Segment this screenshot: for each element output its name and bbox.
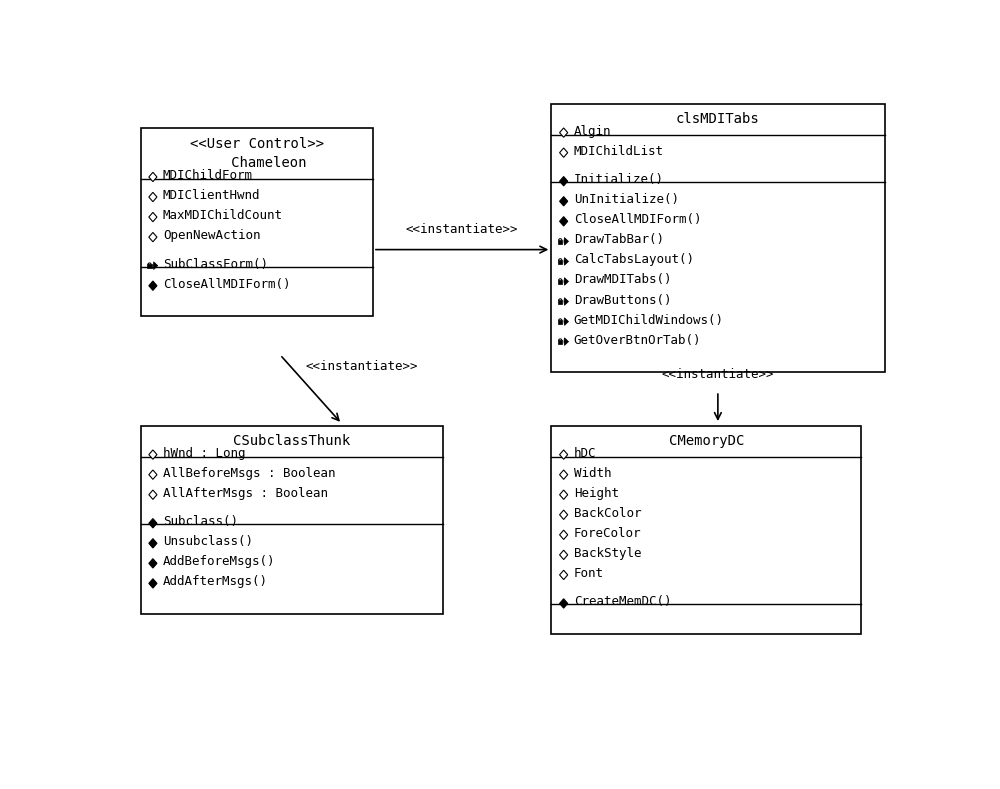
Text: BackStyle: BackStyle [574, 547, 641, 560]
Polygon shape [564, 318, 569, 325]
Polygon shape [564, 297, 569, 305]
Polygon shape [149, 281, 157, 290]
Text: CSubclassThunk: CSubclassThunk [233, 434, 350, 448]
Text: OpenNewAction: OpenNewAction [163, 229, 260, 242]
Text: DrawButtons(): DrawButtons() [574, 294, 671, 306]
Text: ForeColor: ForeColor [574, 527, 641, 540]
FancyBboxPatch shape [558, 260, 562, 264]
Polygon shape [560, 570, 568, 580]
Polygon shape [560, 490, 568, 499]
Text: BackColor: BackColor [574, 507, 641, 520]
Text: CloseAllMDIForm(): CloseAllMDIForm() [574, 213, 701, 226]
Polygon shape [560, 217, 568, 226]
Text: <<instantiate>>: <<instantiate>> [406, 222, 518, 236]
Polygon shape [560, 599, 568, 608]
Text: AddBeforeMsgs(): AddBeforeMsgs() [163, 555, 275, 568]
Text: Unsubclass(): Unsubclass() [163, 535, 253, 548]
Text: CloseAllMDIForm(): CloseAllMDIForm() [163, 278, 290, 290]
FancyBboxPatch shape [140, 426, 443, 614]
FancyBboxPatch shape [558, 240, 562, 244]
Polygon shape [149, 212, 157, 222]
Text: clsMDITabs: clsMDITabs [676, 112, 760, 126]
Text: CreateMemDC(): CreateMemDC() [574, 596, 671, 608]
Polygon shape [560, 148, 568, 157]
FancyBboxPatch shape [558, 301, 562, 304]
Text: GetOverBtnOrTab(): GetOverBtnOrTab() [574, 334, 701, 346]
FancyBboxPatch shape [558, 320, 562, 324]
Polygon shape [149, 490, 157, 499]
Text: <<User Control>>
   Chameleon: <<User Control>> Chameleon [190, 136, 324, 170]
Text: MDIChildForm: MDIChildForm [163, 169, 253, 182]
Polygon shape [560, 510, 568, 519]
Polygon shape [149, 559, 157, 568]
Text: CalcTabsLayout(): CalcTabsLayout() [574, 253, 694, 267]
Polygon shape [149, 450, 157, 459]
Polygon shape [564, 278, 569, 286]
FancyBboxPatch shape [558, 280, 562, 284]
Polygon shape [149, 470, 157, 480]
Polygon shape [564, 237, 569, 245]
Text: MaxMDIChildCount: MaxMDIChildCount [163, 209, 283, 222]
Polygon shape [560, 128, 568, 137]
Text: UnInitialize(): UnInitialize() [574, 193, 679, 206]
FancyBboxPatch shape [147, 264, 152, 268]
Polygon shape [560, 450, 568, 459]
Text: Height: Height [574, 487, 619, 499]
Polygon shape [149, 233, 157, 241]
Polygon shape [560, 177, 568, 186]
Text: CMemoryDC: CMemoryDC [669, 434, 744, 448]
Text: <<instantiate>>: <<instantiate>> [662, 368, 774, 381]
FancyBboxPatch shape [558, 340, 562, 344]
Polygon shape [149, 193, 157, 202]
Polygon shape [153, 262, 158, 270]
Polygon shape [149, 539, 157, 548]
Text: <<instantiate>>: <<instantiate>> [305, 360, 418, 373]
Text: Width: Width [574, 466, 611, 480]
Polygon shape [149, 578, 157, 588]
Text: GetMDIChildWindows(): GetMDIChildWindows() [574, 313, 724, 327]
Polygon shape [564, 257, 569, 265]
Polygon shape [560, 550, 568, 559]
Text: DrawTabBar(): DrawTabBar() [574, 234, 664, 246]
Text: DrawMDITabs(): DrawMDITabs() [574, 274, 671, 286]
Polygon shape [560, 530, 568, 540]
FancyBboxPatch shape [551, 426, 861, 634]
Polygon shape [560, 196, 568, 206]
Text: SubClassForm(): SubClassForm() [163, 258, 268, 271]
FancyBboxPatch shape [551, 104, 885, 372]
FancyBboxPatch shape [140, 128, 373, 316]
Text: MDIClientHwnd: MDIClientHwnd [163, 189, 260, 202]
Text: AllBeforeMsgs : Boolean: AllBeforeMsgs : Boolean [163, 466, 335, 480]
Polygon shape [149, 518, 157, 528]
Polygon shape [149, 172, 157, 181]
Text: hWnd : Long: hWnd : Long [163, 447, 245, 460]
Text: Algin: Algin [574, 125, 611, 137]
Text: MDIChildList: MDIChildList [574, 144, 664, 158]
Text: Font: Font [574, 567, 604, 580]
Polygon shape [560, 470, 568, 480]
Text: Subclass(): Subclass() [163, 515, 238, 529]
Text: Initialize(): Initialize() [574, 174, 664, 186]
Text: hDC: hDC [574, 447, 596, 460]
Text: AddAfterMsgs(): AddAfterMsgs() [163, 575, 268, 589]
Polygon shape [564, 338, 569, 346]
Text: AllAfterMsgs : Boolean: AllAfterMsgs : Boolean [163, 487, 328, 499]
